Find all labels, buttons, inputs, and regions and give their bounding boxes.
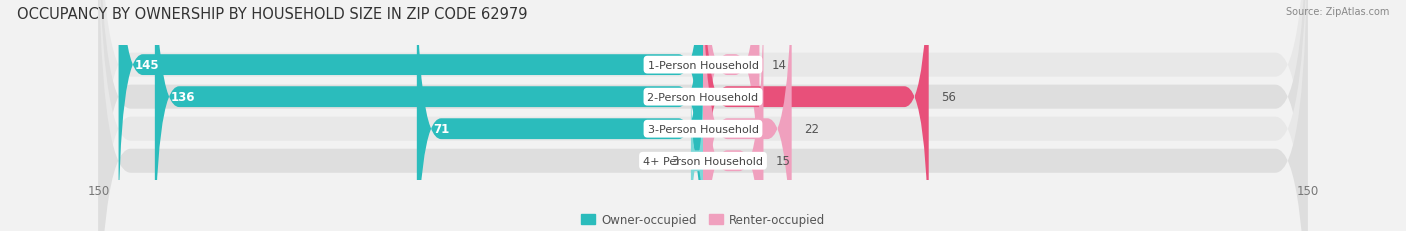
Text: 1-Person Household: 1-Person Household bbox=[648, 60, 758, 70]
Text: 15: 15 bbox=[776, 155, 790, 167]
Legend: Owner-occupied, Renter-occupied: Owner-occupied, Renter-occupied bbox=[576, 208, 830, 231]
Text: 14: 14 bbox=[772, 59, 786, 72]
Text: 3: 3 bbox=[672, 155, 679, 167]
FancyBboxPatch shape bbox=[416, 0, 703, 231]
Text: 56: 56 bbox=[941, 91, 956, 104]
Text: 145: 145 bbox=[135, 59, 159, 72]
FancyBboxPatch shape bbox=[703, 0, 792, 231]
FancyBboxPatch shape bbox=[98, 0, 1308, 231]
FancyBboxPatch shape bbox=[118, 0, 703, 231]
FancyBboxPatch shape bbox=[98, 0, 1308, 231]
FancyBboxPatch shape bbox=[690, 76, 703, 231]
Text: 2-Person Household: 2-Person Household bbox=[647, 92, 759, 102]
FancyBboxPatch shape bbox=[703, 0, 759, 231]
Text: 136: 136 bbox=[172, 91, 195, 104]
FancyBboxPatch shape bbox=[98, 0, 1308, 231]
Text: OCCUPANCY BY OWNERSHIP BY HOUSEHOLD SIZE IN ZIP CODE 62979: OCCUPANCY BY OWNERSHIP BY HOUSEHOLD SIZE… bbox=[17, 7, 527, 22]
Text: 4+ Person Household: 4+ Person Household bbox=[643, 156, 763, 166]
FancyBboxPatch shape bbox=[703, 0, 763, 231]
Text: 22: 22 bbox=[804, 123, 818, 136]
Text: 71: 71 bbox=[433, 123, 449, 136]
Text: Source: ZipAtlas.com: Source: ZipAtlas.com bbox=[1285, 7, 1389, 17]
Text: 3-Person Household: 3-Person Household bbox=[648, 124, 758, 134]
FancyBboxPatch shape bbox=[703, 0, 929, 231]
FancyBboxPatch shape bbox=[155, 0, 703, 231]
FancyBboxPatch shape bbox=[98, 0, 1308, 231]
